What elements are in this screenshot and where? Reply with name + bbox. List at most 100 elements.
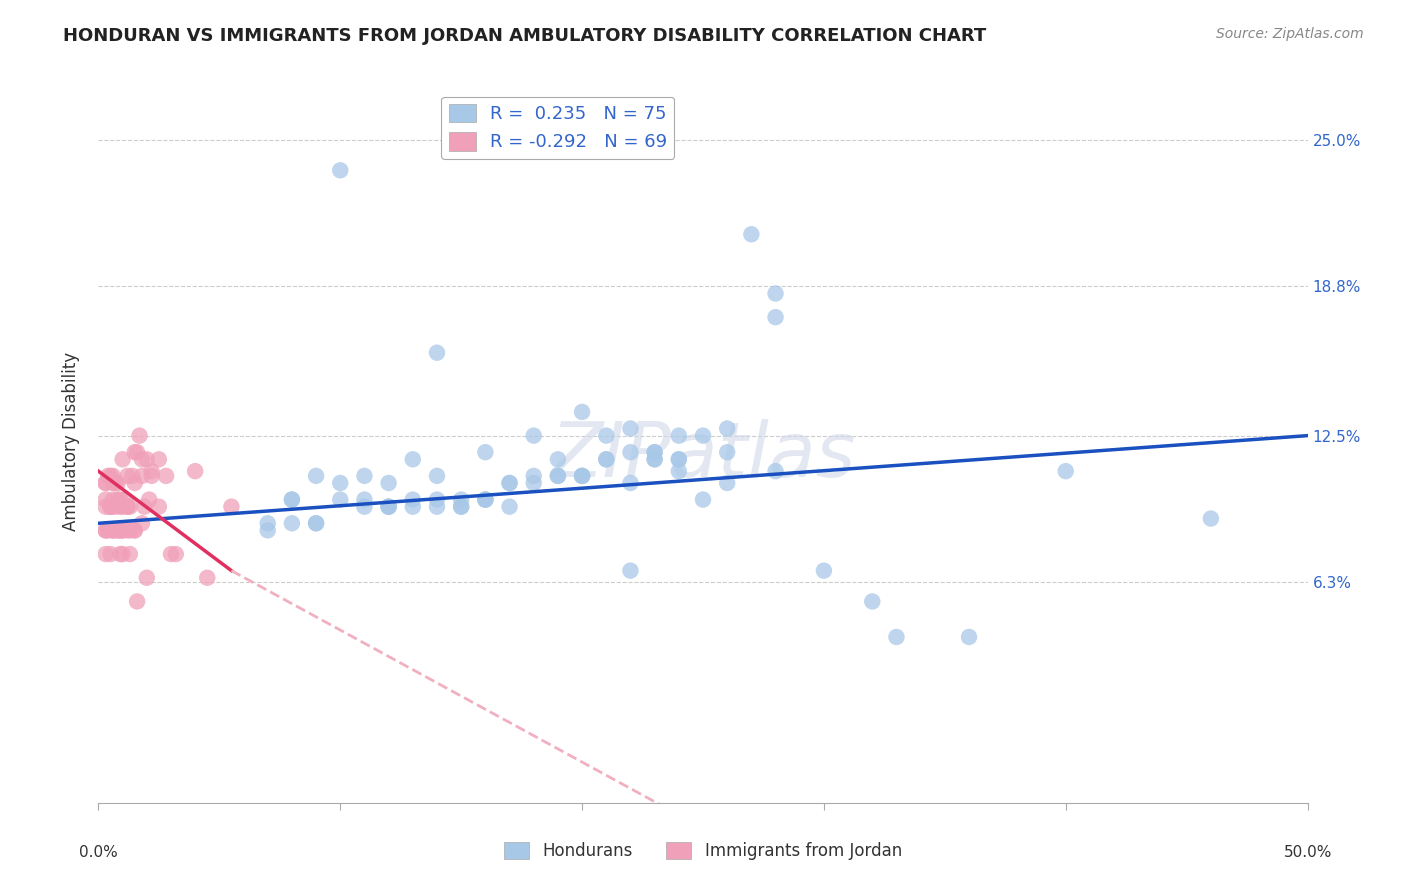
Point — [131, 452, 153, 467]
Text: 0.0%: 0.0% — [79, 846, 118, 861]
Point — [281, 492, 304, 507]
Point — [165, 547, 187, 561]
Point — [128, 428, 150, 442]
Point — [547, 452, 569, 467]
Point — [124, 445, 146, 459]
Point — [474, 492, 496, 507]
Point — [281, 492, 304, 507]
Point — [740, 227, 762, 242]
Point — [644, 452, 666, 467]
Point — [765, 286, 787, 301]
Point — [595, 452, 617, 467]
Point — [131, 516, 153, 531]
Y-axis label: Ambulatory Disability: Ambulatory Disability — [62, 352, 80, 531]
Point — [100, 500, 122, 514]
Point — [141, 464, 163, 478]
Point — [124, 524, 146, 538]
Point — [860, 594, 883, 608]
Point — [813, 564, 835, 578]
Point — [571, 469, 593, 483]
Point — [547, 469, 569, 483]
Point — [134, 500, 156, 514]
Point — [135, 452, 157, 467]
Point — [305, 516, 328, 531]
Point — [377, 500, 399, 514]
Point — [571, 405, 593, 419]
Point — [329, 475, 352, 490]
Point — [644, 445, 666, 459]
Point — [100, 500, 122, 514]
Point — [104, 475, 127, 490]
Point — [101, 524, 124, 538]
Point — [377, 475, 399, 490]
Point — [94, 492, 117, 507]
Point — [101, 524, 124, 538]
Point — [101, 492, 124, 507]
Point — [184, 464, 207, 478]
Point — [117, 500, 139, 514]
Point — [117, 524, 139, 538]
Point — [94, 475, 117, 490]
Point — [117, 469, 139, 483]
Point — [668, 452, 690, 467]
Point — [118, 500, 141, 514]
Point — [117, 500, 139, 514]
Point — [160, 547, 183, 561]
Point — [886, 630, 908, 644]
Point — [1054, 464, 1077, 478]
Point — [765, 464, 787, 478]
Point — [644, 445, 666, 459]
Point — [402, 500, 425, 514]
Point — [402, 452, 425, 467]
Point — [107, 492, 129, 507]
Point — [148, 452, 170, 467]
Point — [716, 475, 738, 490]
Point — [108, 547, 131, 561]
Point — [353, 469, 375, 483]
Point — [329, 163, 352, 178]
Point — [118, 547, 141, 561]
Point — [426, 345, 449, 359]
Point — [1199, 511, 1222, 525]
Point — [111, 524, 134, 538]
Point — [135, 571, 157, 585]
Point — [111, 452, 134, 467]
Point — [195, 571, 218, 585]
Point — [121, 469, 143, 483]
Point — [305, 516, 328, 531]
Point — [111, 500, 134, 514]
Point — [100, 469, 122, 483]
Point — [94, 547, 117, 561]
Point — [148, 500, 170, 514]
Point — [402, 492, 425, 507]
Point — [619, 421, 641, 435]
Point — [111, 524, 134, 538]
Point — [377, 500, 399, 514]
Point — [108, 500, 131, 514]
Point — [124, 475, 146, 490]
Point — [692, 492, 714, 507]
Point — [571, 469, 593, 483]
Point — [523, 469, 546, 483]
Point — [108, 524, 131, 538]
Point — [107, 524, 129, 538]
Point — [94, 500, 117, 514]
Point — [281, 516, 304, 531]
Point — [450, 500, 472, 514]
Text: 50.0%: 50.0% — [1284, 846, 1331, 861]
Point — [716, 421, 738, 435]
Point — [353, 492, 375, 507]
Point — [957, 630, 980, 644]
Point — [450, 492, 472, 507]
Point — [571, 469, 593, 483]
Point — [426, 500, 449, 514]
Point — [97, 524, 120, 538]
Legend: Hondurans, Immigrants from Jordan: Hondurans, Immigrants from Jordan — [498, 835, 908, 867]
Point — [97, 469, 120, 483]
Point — [114, 492, 136, 507]
Point — [305, 469, 328, 483]
Point — [94, 475, 117, 490]
Point — [118, 524, 141, 538]
Point — [450, 500, 472, 514]
Point — [104, 500, 127, 514]
